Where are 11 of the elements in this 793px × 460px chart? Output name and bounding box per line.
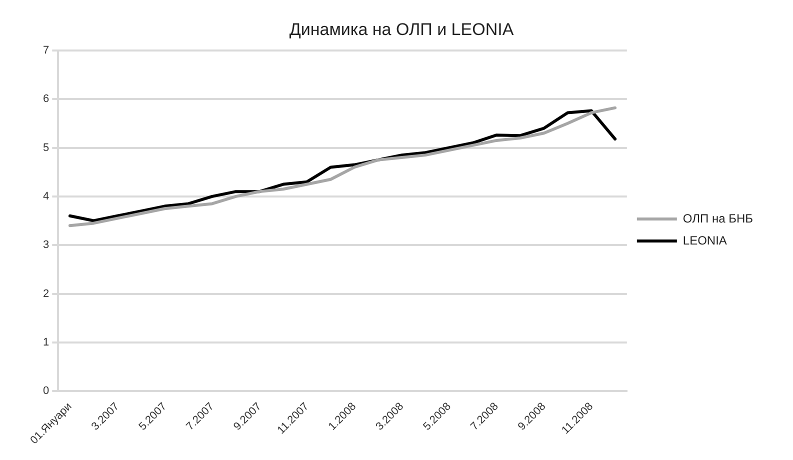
legend-label: LEONIA [682, 233, 727, 248]
y-tick-label: 1 [42, 336, 50, 348]
y-tick-label: 5 [42, 142, 50, 154]
y-tick-label: 2 [42, 288, 50, 300]
chart-title: Динамика на ОЛП и LEONIA [289, 20, 514, 39]
y-tick-label: 7 [42, 44, 50, 56]
y-tick-label: 6 [42, 93, 50, 106]
y-tick-label: 3 [42, 239, 50, 252]
legend-label: ОЛП на БНБ [682, 211, 754, 226]
y-tick-label: 0 [42, 385, 50, 398]
y-tick-label: 4 [42, 190, 50, 202]
